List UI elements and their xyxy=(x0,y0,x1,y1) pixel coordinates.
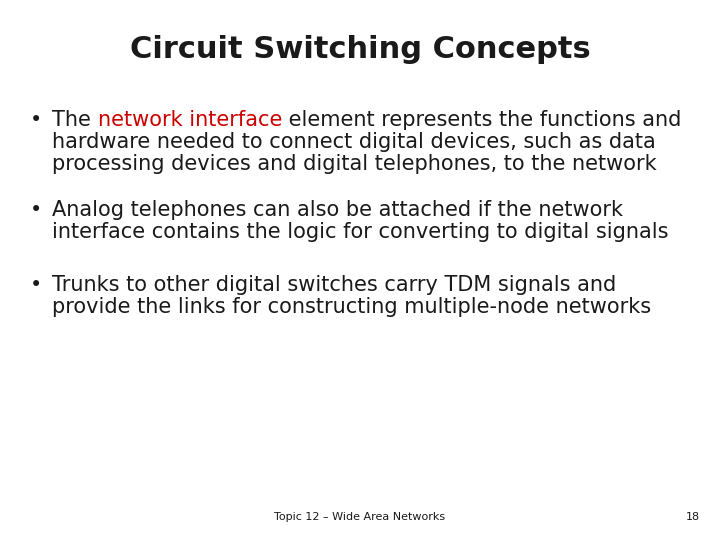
Text: Analog telephones can also be attached if the network: Analog telephones can also be attached i… xyxy=(52,200,623,220)
Text: The: The xyxy=(52,110,97,130)
Text: Trunks to other digital switches carry TDM signals and: Trunks to other digital switches carry T… xyxy=(52,275,616,295)
Text: 18: 18 xyxy=(686,512,700,522)
Text: provide the links for constructing multiple-node networks: provide the links for constructing multi… xyxy=(52,297,651,317)
Text: •: • xyxy=(30,110,42,130)
Text: network interface: network interface xyxy=(97,110,282,130)
Text: Topic 12 – Wide Area Networks: Topic 12 – Wide Area Networks xyxy=(274,512,446,522)
Text: processing devices and digital telephones, to the network: processing devices and digital telephone… xyxy=(52,154,657,174)
Text: •: • xyxy=(30,200,42,220)
Text: hardware needed to connect digital devices, such as data: hardware needed to connect digital devic… xyxy=(52,132,656,152)
Text: •: • xyxy=(30,275,42,295)
Text: element represents the functions and: element represents the functions and xyxy=(282,110,681,130)
Text: Circuit Switching Concepts: Circuit Switching Concepts xyxy=(130,35,590,64)
Text: interface contains the logic for converting to digital signals: interface contains the logic for convert… xyxy=(52,222,668,242)
